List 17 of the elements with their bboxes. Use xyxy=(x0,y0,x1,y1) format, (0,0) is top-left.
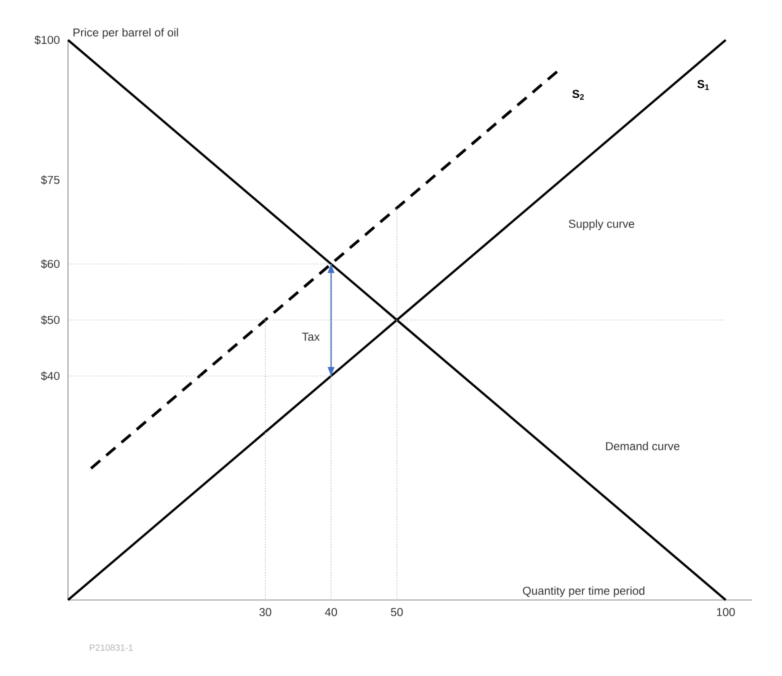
annotation: Demand curve xyxy=(606,442,680,450)
y-tick-label: $75 xyxy=(40,175,60,185)
annotation: Tax xyxy=(302,332,320,341)
x-tick-label: 100 xyxy=(716,608,735,616)
x-axis-title: Quantity per time period xyxy=(522,586,644,598)
y-axis-title: Price per barrel of oil xyxy=(74,28,178,39)
series-label: S$_{1}$ xyxy=(697,80,709,90)
x-tick-label: 30 xyxy=(259,608,272,616)
y-tick-label: $100 xyxy=(34,35,60,45)
y-tick-label: $60 xyxy=(40,259,60,269)
text: S$_{2}$ xyxy=(572,90,584,100)
x-tick-label: 40 xyxy=(324,608,338,616)
annotation: Supply curve xyxy=(568,219,634,230)
y-tick-label: $40 xyxy=(40,371,60,381)
text: P210831-1 xyxy=(90,644,133,651)
x-tick-label: 50 xyxy=(390,608,403,616)
y-tick-label: $50 xyxy=(40,315,60,325)
